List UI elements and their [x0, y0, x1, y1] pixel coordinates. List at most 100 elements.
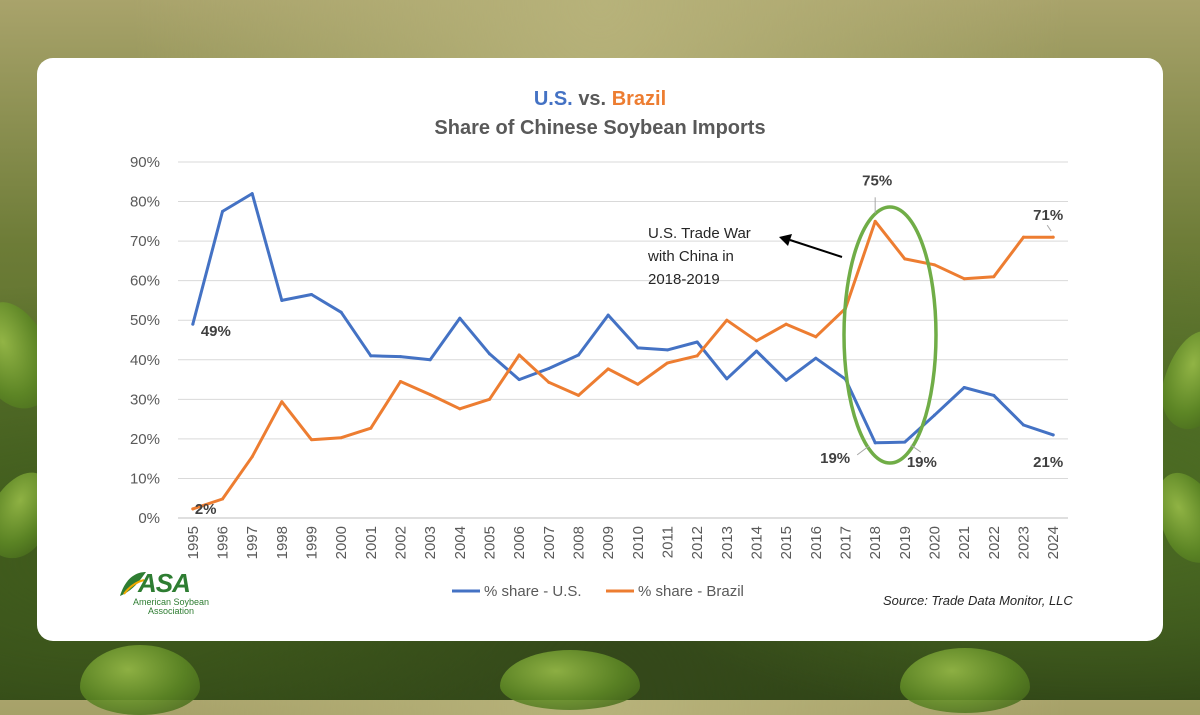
- data-point-brazil: [488, 397, 491, 401]
- chart-card: [37, 58, 1163, 641]
- data-point-brazil: [666, 361, 669, 365]
- data-point-brazil: [636, 382, 640, 386]
- data-point-us: [458, 316, 462, 320]
- data-label: 2%: [195, 501, 217, 518]
- data-point-us: [369, 354, 373, 358]
- x-tick-label: 2008: [571, 526, 588, 559]
- x-tick-label: 2016: [808, 526, 825, 559]
- title-brazil: Brazil: [611, 88, 667, 110]
- data-point-brazil: [221, 497, 224, 501]
- data-point-brazil: [1051, 235, 1055, 239]
- data-point-us: [755, 349, 758, 353]
- y-tick-label: 90%: [130, 154, 160, 171]
- x-tick-label: 2001: [363, 526, 380, 559]
- chart-subtitle: Share of Chinese Soybean Imports: [434, 117, 766, 139]
- y-tick-label: 40%: [130, 352, 160, 369]
- data-point-brazil: [458, 407, 462, 411]
- x-tick-label: 2007: [541, 526, 558, 559]
- data-point-brazil: [547, 380, 551, 384]
- data-point-brazil: [992, 275, 996, 279]
- series-line-brazil: [191, 219, 1055, 511]
- data-point-brazil: [369, 426, 373, 430]
- data-point-brazil: [814, 335, 818, 339]
- annotation-arrow-line: [789, 239, 843, 258]
- x-tick-label: 2018: [867, 526, 884, 559]
- data-point-brazil: [280, 400, 284, 404]
- title-us: U.S.: [533, 88, 573, 110]
- title-vs: vs.: [578, 88, 607, 110]
- data-point-us: [992, 393, 996, 397]
- data-point-us: [1051, 433, 1055, 437]
- data-point-brazil: [695, 354, 699, 358]
- data-point-brazil: [339, 436, 343, 440]
- data-point-brazil: [933, 263, 936, 267]
- x-tick-label: 1999: [304, 526, 321, 559]
- data-point-brazil: [250, 455, 254, 459]
- data-point-us: [191, 322, 195, 326]
- y-tick-label: 20%: [130, 431, 160, 448]
- data-point-brazil: [577, 393, 580, 397]
- asa-logo: ASA American Soybean Association: [114, 568, 224, 618]
- data-point-brazil: [1022, 235, 1025, 239]
- x-tick-label: 2017: [838, 526, 855, 559]
- x-tick-label: 2005: [482, 526, 499, 559]
- x-tick-label: 2019: [897, 526, 914, 559]
- x-tick-label: 2023: [1016, 526, 1033, 559]
- data-point-brazil: [191, 507, 195, 511]
- x-tick-label: 2000: [333, 526, 350, 559]
- data-label: 71%: [1033, 207, 1063, 224]
- data-point-us: [784, 378, 788, 382]
- x-tick-label: 2004: [452, 526, 469, 559]
- data-point-us: [577, 353, 580, 357]
- data-point-us: [725, 377, 729, 381]
- data-point-us: [280, 298, 284, 302]
- x-tick-label: 2014: [749, 526, 766, 559]
- x-tick-label: 2021: [956, 526, 973, 559]
- data-label-leader: [856, 445, 870, 456]
- series-line-us: [191, 192, 1055, 445]
- x-tick-label: 2011: [660, 526, 677, 558]
- data-point-us: [250, 192, 254, 196]
- leaf-logo-icon: [120, 572, 146, 596]
- data-label-leader: [1046, 224, 1052, 232]
- x-tick-label: 2013: [719, 526, 736, 559]
- logo-subtitle: American Soybean Association: [116, 598, 226, 616]
- data-point-us: [399, 355, 402, 359]
- x-tick-label: 2003: [422, 526, 439, 559]
- y-tick-label: 70%: [130, 233, 160, 250]
- x-tick-label: 2020: [927, 526, 944, 559]
- data-label: 21%: [1033, 454, 1063, 471]
- data-label: 49%: [201, 323, 231, 340]
- x-tick-label: 1998: [274, 526, 291, 559]
- logo-line2: Association: [147, 606, 195, 616]
- data-point-brazil: [725, 318, 729, 322]
- x-tick-label: 1997: [244, 526, 261, 559]
- data-point-brazil: [962, 277, 966, 281]
- data-point-us: [814, 356, 818, 360]
- x-tick-label: 2012: [689, 526, 706, 559]
- data-label: 19%: [907, 454, 937, 471]
- logo-line1: American Soybean: [132, 597, 210, 607]
- y-tick-label: 60%: [130, 273, 160, 290]
- x-tick-label: 2006: [511, 526, 528, 559]
- chart-title: U.S. vs. Brazil: [0, 88, 1200, 111]
- data-point-us: [666, 348, 669, 352]
- y-tick-label: 10%: [130, 470, 160, 487]
- x-tick-label: 2010: [630, 526, 647, 559]
- source-note: Source: Trade Data Monitor, LLC: [883, 593, 1073, 608]
- data-label-leader: [910, 444, 922, 453]
- logo-wordmark: ASA: [138, 568, 191, 598]
- data-point-brazil: [517, 353, 521, 357]
- x-tick-label: 2022: [986, 526, 1003, 559]
- data-point-brazil: [428, 393, 432, 397]
- annotation-arrow-head: [779, 234, 792, 246]
- data-point-us: [339, 310, 343, 314]
- data-point-us: [310, 293, 313, 297]
- data-point-us: [873, 441, 877, 445]
- x-tick-label: 2002: [393, 526, 410, 559]
- annotation-text: with China in: [647, 248, 734, 265]
- x-tick-label: 2009: [600, 526, 617, 559]
- data-point-us: [636, 346, 640, 350]
- data-point-us: [903, 440, 907, 444]
- data-point-brazil: [310, 438, 313, 442]
